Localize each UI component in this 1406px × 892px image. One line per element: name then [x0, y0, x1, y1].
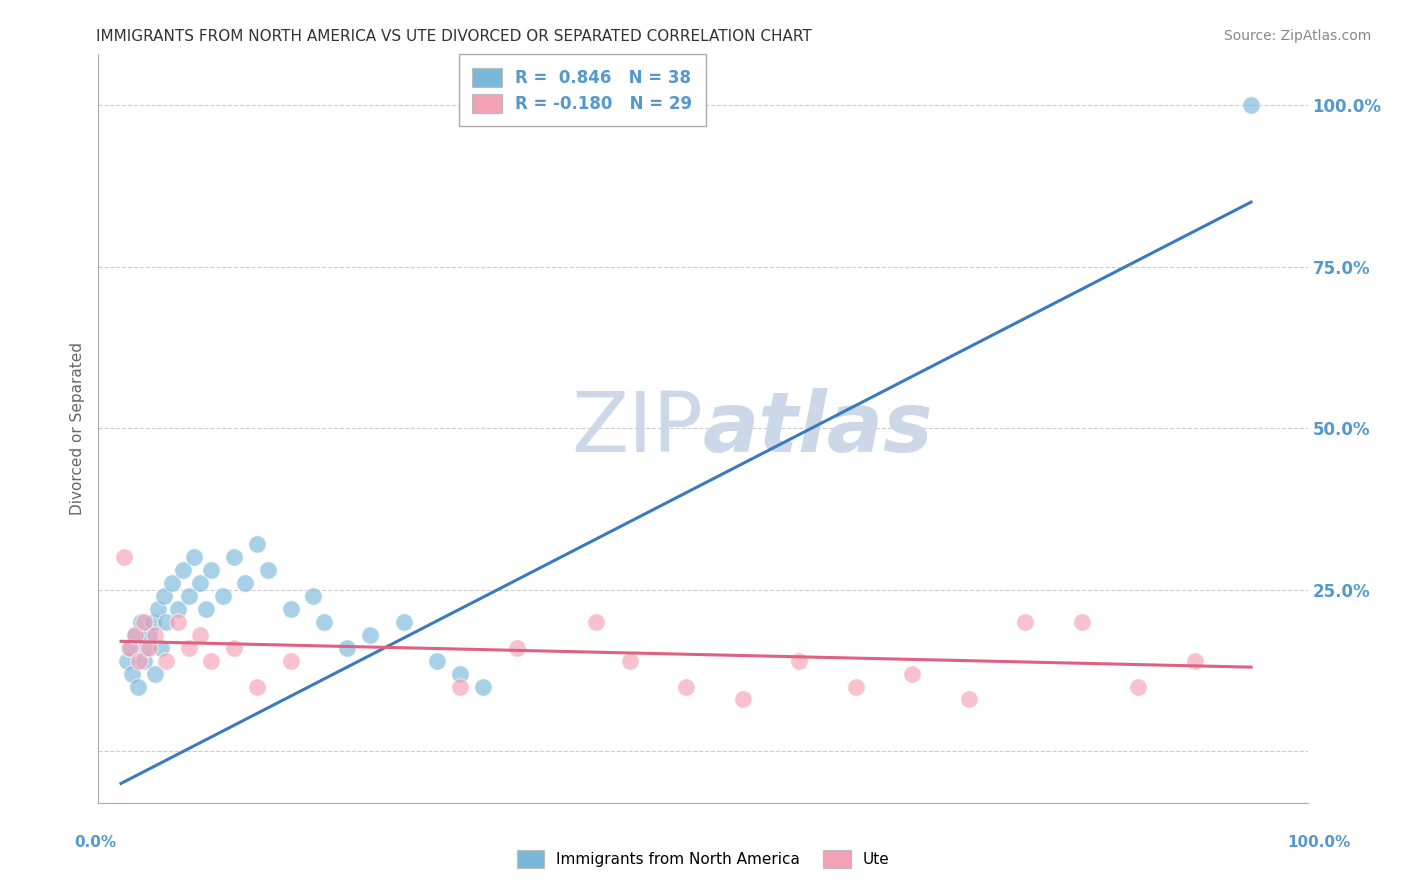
Point: [194, 602, 217, 616]
Point: [135, 640, 157, 655]
Point: [222, 550, 245, 565]
Point: [128, 654, 150, 668]
Point: [138, 628, 160, 642]
Text: Source: ZipAtlas.com: Source: ZipAtlas.com: [1223, 29, 1371, 43]
Point: [118, 640, 141, 655]
Point: [160, 576, 183, 591]
Legend: Immigrants from North America, Ute: Immigrants from North America, Ute: [505, 838, 901, 880]
Point: [131, 615, 153, 629]
Point: [302, 589, 325, 603]
Point: [200, 654, 222, 668]
Point: [132, 654, 155, 668]
Legend: R =  0.846   N = 38, R = -0.180   N = 29: R = 0.846 N = 38, R = -0.180 N = 29: [458, 54, 706, 126]
Point: [183, 550, 205, 565]
Point: [149, 640, 172, 655]
Point: [233, 576, 256, 591]
Point: [505, 640, 527, 655]
Point: [257, 563, 280, 577]
Point: [155, 615, 177, 629]
Point: [211, 589, 233, 603]
Point: [585, 615, 607, 629]
Point: [1014, 615, 1036, 629]
Text: ZIP: ZIP: [571, 388, 703, 468]
Point: [675, 680, 697, 694]
Point: [166, 602, 188, 616]
Point: [132, 615, 155, 629]
Point: [120, 640, 142, 655]
Point: [143, 666, 166, 681]
Point: [127, 680, 149, 694]
Text: 100.0%: 100.0%: [1288, 836, 1350, 850]
Point: [449, 666, 471, 681]
Point: [124, 628, 146, 642]
Point: [314, 615, 336, 629]
Point: [1070, 615, 1092, 629]
Point: [172, 563, 194, 577]
Point: [121, 666, 143, 681]
Point: [115, 654, 138, 668]
Point: [619, 654, 641, 668]
Point: [124, 628, 146, 642]
Point: [449, 680, 471, 694]
Point: [787, 654, 810, 668]
Text: 0.0%: 0.0%: [75, 836, 117, 850]
Point: [1126, 680, 1149, 694]
Point: [246, 537, 269, 551]
Point: [1240, 98, 1263, 112]
Point: [957, 692, 980, 706]
Point: [280, 602, 302, 616]
Point: [392, 615, 415, 629]
Point: [426, 654, 449, 668]
Point: [166, 615, 188, 629]
Point: [142, 615, 165, 629]
Point: [280, 654, 302, 668]
Point: [138, 640, 160, 655]
Y-axis label: Divorced or Separated: Divorced or Separated: [69, 342, 84, 515]
Point: [222, 640, 245, 655]
Point: [177, 589, 200, 603]
Point: [200, 563, 222, 577]
Point: [143, 628, 166, 642]
Point: [246, 680, 269, 694]
Point: [155, 654, 177, 668]
Point: [845, 680, 868, 694]
Point: [1184, 654, 1206, 668]
Point: [112, 550, 135, 565]
Point: [336, 640, 359, 655]
Point: [177, 640, 200, 655]
Point: [188, 576, 211, 591]
Point: [148, 602, 170, 616]
Text: IMMIGRANTS FROM NORTH AMERICA VS UTE DIVORCED OR SEPARATED CORRELATION CHART: IMMIGRANTS FROM NORTH AMERICA VS UTE DIV…: [96, 29, 811, 44]
Point: [359, 628, 381, 642]
Point: [153, 589, 176, 603]
Point: [731, 692, 754, 706]
Point: [901, 666, 924, 681]
Point: [188, 628, 211, 642]
Text: atlas: atlas: [703, 388, 934, 468]
Point: [471, 680, 494, 694]
